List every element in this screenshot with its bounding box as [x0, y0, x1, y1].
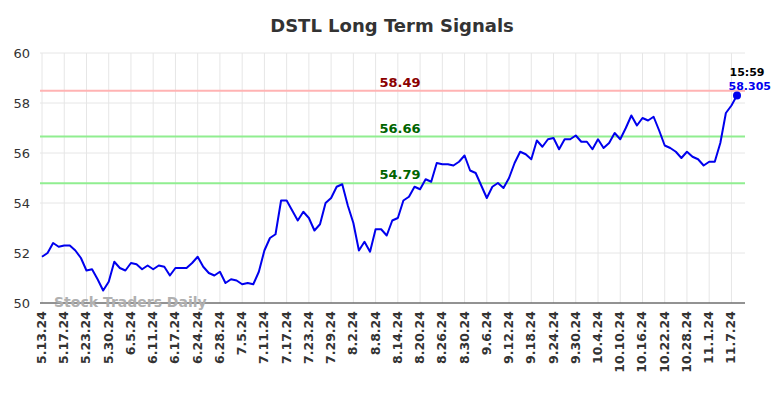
x-tick-label: 10.22.24	[657, 311, 672, 373]
x-tick-label: 7.11.24	[256, 311, 271, 364]
x-tick-label: 8.26.24	[434, 311, 449, 364]
grid-line	[40, 103, 745, 104]
x-tick-label: 10.4.24	[590, 311, 605, 364]
price-line	[42, 95, 737, 290]
x-tick-label: 10.28.24	[679, 311, 694, 373]
x-tick-label: 8.2.24	[345, 311, 360, 356]
x-tick-label: 6.17.24	[167, 311, 182, 364]
y-tick-label: 50	[13, 296, 30, 311]
reference-line	[40, 90, 745, 92]
x-tick-label: 6.11.24	[145, 311, 160, 364]
y-tick-label: 60	[13, 46, 30, 61]
plot-area	[40, 91, 745, 291]
chart: DSTL Long Term Signals 50 52 54 56 58 60 5.13.2…	[0, 0, 784, 398]
time-label: 15:59	[729, 66, 764, 79]
x-tick-label: 5.17.24	[56, 311, 71, 364]
reference-label: 56.66	[379, 121, 420, 136]
x-tick-label: 8.8.24	[368, 311, 383, 356]
reference-line	[40, 182, 745, 184]
x-tick-label: 7.17.24	[279, 311, 294, 364]
watermark: Stock Traders Daily	[54, 294, 207, 310]
x-tick-label: 10.16.24	[634, 311, 649, 373]
x-tick-label: 7.23.24	[301, 311, 316, 364]
grid-line	[40, 203, 745, 204]
title: DSTL Long Term Signals	[270, 15, 514, 36]
x-tick-label: 5.13.24	[34, 311, 49, 364]
grid-line	[40, 153, 745, 154]
grid-line	[40, 253, 745, 254]
x-tick-label: 8.20.24	[412, 311, 427, 364]
x-tick-label: 9.12.24	[501, 311, 516, 364]
x-tick-label: 5.23.24	[78, 311, 93, 364]
reference-line	[40, 136, 745, 138]
x-tick-label: 7.5.24	[234, 311, 249, 356]
x-tick-label: 9.30.24	[568, 311, 583, 364]
y-tick-label: 54	[13, 196, 30, 211]
x-tick-label: 5.30.24	[101, 311, 116, 364]
x-tick-label: 9.24.24	[546, 311, 561, 364]
x-tick-label: 6.5.24	[123, 311, 138, 356]
x-tick-label: 11.7.24	[723, 311, 738, 364]
grid-line	[40, 53, 745, 54]
x-tick-label: 6.28.24	[212, 311, 227, 364]
x-tick-label: 6.24.24	[190, 311, 205, 364]
y-tick-label: 56	[13, 146, 30, 161]
reference-label: 54.79	[379, 167, 420, 182]
y-tick-label: 52	[13, 246, 30, 261]
x-tick-label: 10.10.24	[612, 311, 627, 373]
last-value-label: 58.305	[729, 80, 771, 93]
x-tick-label: 8.30.24	[457, 311, 472, 364]
reference-label: 58.49	[379, 75, 420, 90]
x-tick-label: 7.29.24	[323, 311, 338, 364]
x-tick-label: 9.6.24	[479, 311, 494, 356]
x-tick-label: 8.14.24	[390, 311, 405, 364]
y-tick-label: 58	[13, 96, 30, 111]
x-tick-label: 9.18.24	[523, 311, 538, 364]
x-tick-label: 11.1.24	[701, 311, 716, 364]
